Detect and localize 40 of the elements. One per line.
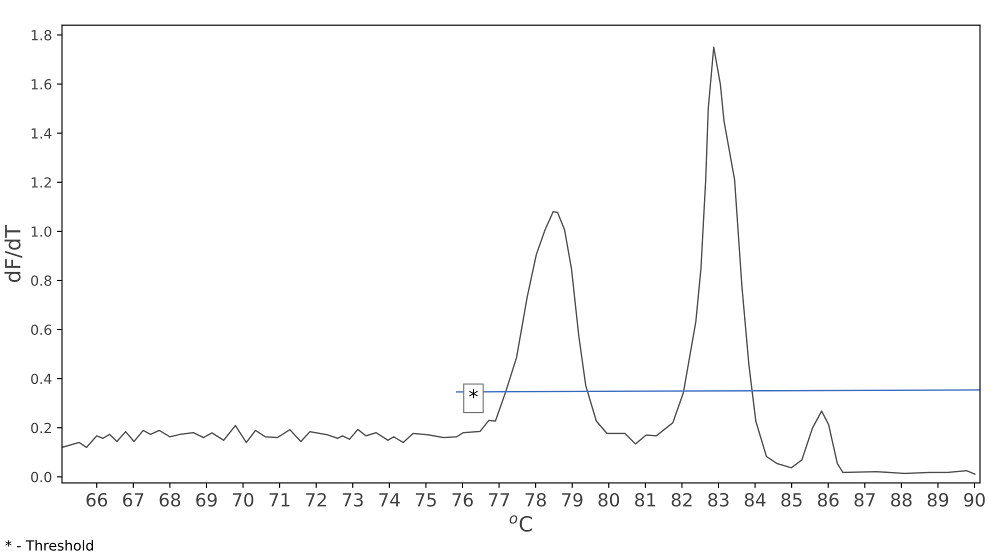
x-tick-label: 67	[123, 493, 144, 507]
x-tick-label: 85	[781, 493, 802, 507]
y-tick-label: 1.8	[32, 30, 52, 40]
line-series	[62, 46, 976, 475]
x-tick-label: 76	[452, 493, 473, 507]
x-tick-label: 68	[160, 493, 180, 507]
text: * - Threshold	[5, 540, 93, 551]
x-tick-label: 79	[562, 493, 582, 507]
x-tick-label: 74	[379, 493, 400, 506]
x-tick-label: 84	[744, 493, 766, 507]
y-tick-label: 0.2	[31, 422, 51, 434]
annotation: *	[469, 389, 478, 398]
y-tick-label: 0.0	[31, 472, 52, 482]
x-tick-label: 71	[270, 493, 290, 506]
y-tick-label: 0.8	[31, 275, 52, 286]
y-tick-label: 1.0	[32, 226, 52, 237]
x-tick-label: 86	[818, 493, 839, 507]
y-tick-label: 0.6	[31, 324, 52, 336]
x-tick-label: 88	[891, 493, 912, 507]
x-tick-label: 77	[489, 493, 509, 506]
x-tick-label: 87	[854, 493, 875, 507]
x-tick-label: 82	[672, 493, 692, 507]
x-tick-label: 83	[708, 493, 729, 507]
y-tick-label: 0.4	[31, 374, 52, 384]
y-tick-label: 1.2	[32, 177, 51, 188]
x-tick-label: 78	[526, 493, 546, 507]
y-axis-title: dF/dT	[4, 224, 22, 282]
x-tick-label: 73	[342, 493, 363, 507]
x-tick-label: 72	[306, 493, 326, 506]
x-axis-title: $^{o}$C	[510, 515, 532, 532]
x-tick-label: 90	[964, 493, 985, 507]
x-tick-label: 70	[233, 493, 254, 507]
x-tick-label: 69	[196, 493, 217, 507]
y-tick-label: 1.6	[32, 79, 52, 90]
y-tick-label: 1.4	[32, 128, 52, 138]
x-tick-label: 66	[86, 493, 108, 507]
x-tick-label: 89	[928, 493, 948, 507]
x-tick-label: 75	[416, 493, 436, 507]
x-tick-label: 80	[598, 493, 620, 507]
x-tick-label: 81	[635, 493, 656, 507]
